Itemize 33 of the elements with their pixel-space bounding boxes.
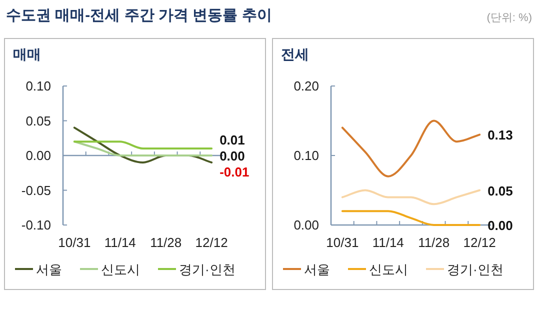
legend-label: 신도시 <box>101 262 140 277</box>
data-label: 0.05 <box>488 183 513 198</box>
y-tick-label: 0.20 <box>294 78 319 94</box>
text: 수도권 매매-전세 주간 가격 변동률 추이 <box>6 6 272 25</box>
y-tick-label: 0.00 <box>26 148 51 163</box>
y-tick-label: -0.10 <box>21 218 51 232</box>
x-tick-label: 10/31 <box>326 235 359 250</box>
x-tick-label: 11/14 <box>372 235 404 250</box>
data-label: 0.00 <box>488 218 513 233</box>
text: (단위: %) <box>486 11 532 25</box>
data-label: 0.01 <box>220 132 245 148</box>
chart-title: 매매 <box>13 46 41 62</box>
legend-label: 서울 <box>304 262 330 277</box>
data-label: 0.13 <box>488 128 513 143</box>
data-label: -0.01 <box>220 164 250 180</box>
x-tick-label: 12/12 <box>463 235 496 250</box>
x-tick-label: 11/14 <box>104 235 136 250</box>
legend-label: 경기·인천 <box>447 262 504 277</box>
x-tick-label: 11/28 <box>418 235 450 250</box>
y-tick-label: -0.05 <box>21 182 51 198</box>
legend-label: 신도시 <box>369 262 408 277</box>
legend-label: 경기·인천 <box>179 262 236 277</box>
y-tick-label: 0.10 <box>26 78 51 94</box>
y-tick-label: 0.00 <box>294 218 319 232</box>
line-series <box>341 120 481 178</box>
y-tick-label: 0.05 <box>26 113 51 128</box>
x-tick-label: 10/31 <box>58 235 91 250</box>
legend-label: 서울 <box>36 262 62 277</box>
y-tick-label: 0.10 <box>294 148 319 163</box>
x-tick-label: 12/12 <box>195 235 228 250</box>
x-tick-label: 11/28 <box>150 235 182 250</box>
data-label: 0.00 <box>220 148 245 164</box>
chart-title: 전세 <box>281 46 309 62</box>
